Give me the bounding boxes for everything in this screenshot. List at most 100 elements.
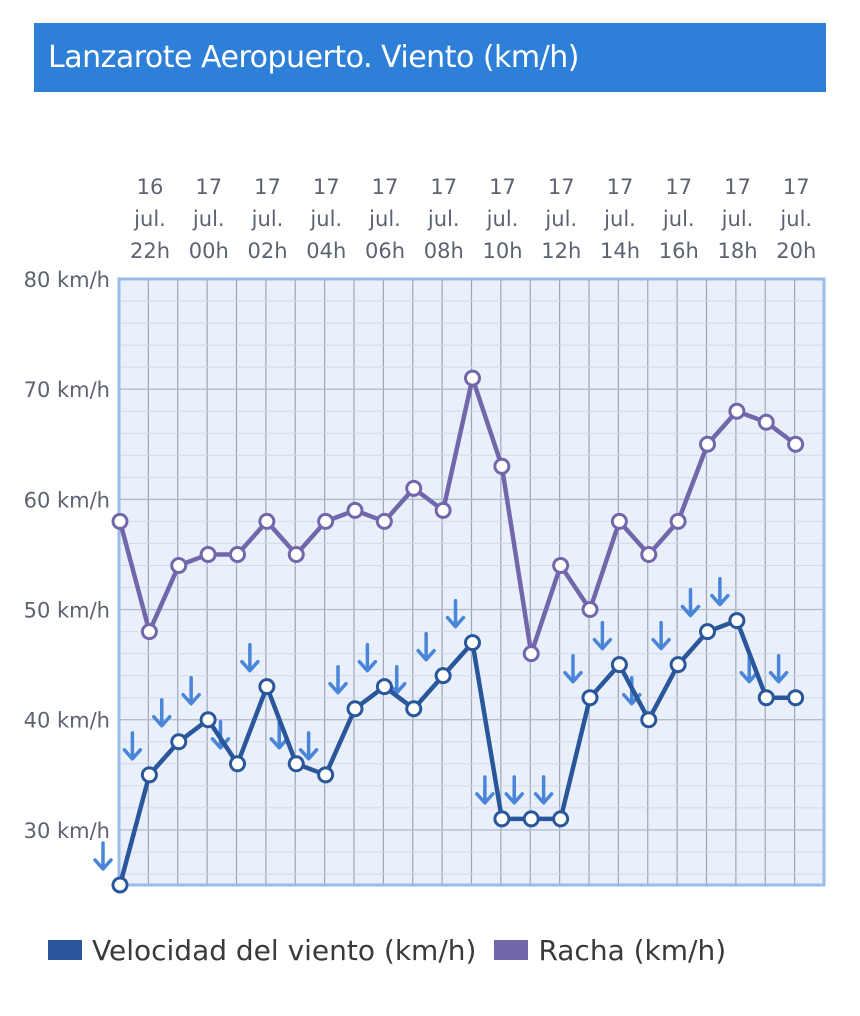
x-tick-label: 10h — [482, 239, 522, 263]
data-point-wind — [111, 876, 129, 894]
wind-direction-arrow — [181, 675, 201, 706]
x-tick-label: 17 — [313, 175, 340, 199]
data-point-gust — [581, 601, 599, 619]
wind-direction-arrow — [739, 653, 759, 684]
x-tick-label: 17 — [783, 175, 810, 199]
data-point-wind — [170, 733, 188, 751]
legend-swatch-gust — [494, 940, 529, 960]
data-point-gust — [787, 435, 805, 453]
data-point-wind — [552, 810, 570, 828]
wind-direction-arrow — [680, 587, 701, 618]
data-point-wind — [787, 689, 805, 707]
data-point-wind — [199, 711, 217, 729]
data-point-wind — [229, 755, 246, 773]
data-point-gust — [140, 623, 158, 641]
y-tick-label: 30 km/h — [24, 819, 110, 843]
x-tick-label: 17 — [489, 175, 516, 199]
wind-direction-arrow — [269, 720, 289, 750]
x-tick-label: 17 — [430, 175, 457, 199]
data-point-wind — [699, 623, 716, 641]
wind-direction-arrow — [445, 598, 466, 629]
x-tick-label: 17 — [254, 175, 281, 199]
legend-swatch-wind — [48, 940, 82, 960]
data-point-gust — [258, 512, 276, 530]
x-tick-label: jul. — [721, 207, 754, 231]
data-point-gust — [405, 479, 423, 497]
data-point-wind — [757, 689, 775, 707]
x-tick-label: jul. — [603, 207, 636, 231]
data-point-wind — [346, 700, 364, 718]
data-point-gust — [229, 545, 246, 563]
data-point-gust — [287, 545, 305, 563]
x-tick-label: 17 — [372, 175, 399, 199]
data-point-gust — [699, 435, 716, 453]
legend-item-wind[interactable]: Velocidad del viento (km/h) — [48, 934, 476, 967]
y-tick-label: 40 km/h — [24, 709, 110, 733]
data-point-wind — [464, 634, 481, 652]
data-point-gust — [346, 501, 364, 519]
x-tick-label: 16h — [659, 239, 699, 263]
data-point-wind — [669, 656, 687, 674]
chart-title: Lanzarote Aeropuerto. Viento (km/h) — [48, 40, 579, 75]
wind-direction-arrow — [122, 731, 143, 761]
x-tick-label: 17 — [548, 175, 575, 199]
y-tick-label: 50 km/h — [24, 599, 110, 623]
data-point-wind — [287, 755, 305, 773]
wind-direction-arrow — [533, 775, 554, 805]
chart-header: Lanzarote Aeropuerto. Viento (km/h) — [34, 23, 826, 92]
x-tick-label: jul. — [779, 207, 812, 231]
x-tick-label: 04h — [306, 239, 346, 263]
wind-direction-arrow — [504, 775, 524, 805]
data-point-gust — [552, 556, 570, 574]
x-tick-label: jul. — [427, 207, 460, 231]
x-tick-label: jul. — [486, 207, 519, 231]
x-tick-label: 02h — [247, 239, 287, 263]
data-point-gust — [669, 512, 687, 530]
data-point-gust — [640, 545, 658, 563]
data-point-gust — [170, 556, 188, 574]
data-point-wind — [317, 766, 335, 784]
data-point-gust — [610, 512, 628, 530]
wind-direction-arrow — [475, 775, 495, 805]
x-tick-label: 12h — [541, 239, 581, 263]
wind-direction-arrow — [710, 576, 730, 607]
wind-direction-arrow — [592, 620, 613, 651]
x-tick-label: jul. — [192, 207, 225, 231]
x-tick-label: 17 — [665, 175, 692, 199]
x-tick-label: 18h — [717, 239, 757, 263]
wind-direction-arrow — [768, 653, 789, 684]
x-tick-label: jul. — [251, 207, 284, 231]
x-tick-label: jul. — [309, 207, 342, 231]
legend-label-wind: Velocidad del viento (km/h) — [92, 933, 477, 967]
wind-direction-arrow — [563, 653, 583, 684]
data-point-gust — [464, 369, 481, 387]
data-point-gust — [111, 512, 129, 530]
wind-direction-arrow — [298, 731, 319, 761]
y-tick-label: 70 km/h — [24, 378, 110, 402]
data-point-wind — [405, 700, 423, 718]
x-tick-label: jul. — [544, 207, 577, 231]
x-tick-label: jul. — [662, 207, 695, 231]
data-point-wind — [258, 678, 276, 696]
data-point-gust — [317, 512, 335, 530]
chart-legend: Velocidad del viento (km/h) Racha (km/h) — [48, 930, 744, 970]
data-point-gust — [199, 545, 217, 563]
data-point-gust — [522, 645, 540, 663]
legend-label-gust: Racha (km/h) — [538, 933, 727, 967]
data-point-gust — [493, 457, 511, 475]
data-point-wind — [610, 656, 628, 674]
x-tick-label: jul. — [368, 207, 401, 231]
x-tick-label: 17 — [724, 175, 751, 199]
data-point-wind — [434, 667, 452, 685]
data-point-gust — [757, 413, 775, 431]
data-point-gust — [434, 501, 452, 519]
x-tick-label: 17 — [607, 175, 634, 199]
wind-direction-arrow — [651, 620, 671, 651]
x-tick-label: 06h — [365, 239, 405, 263]
x-tick-label: 00h — [189, 239, 229, 263]
wind-direction-arrow — [357, 642, 378, 673]
x-tick-label: 16 — [137, 175, 164, 199]
wind-direction-arrow — [328, 664, 348, 695]
legend-item-gust[interactable]: Racha (km/h) — [494, 934, 726, 967]
